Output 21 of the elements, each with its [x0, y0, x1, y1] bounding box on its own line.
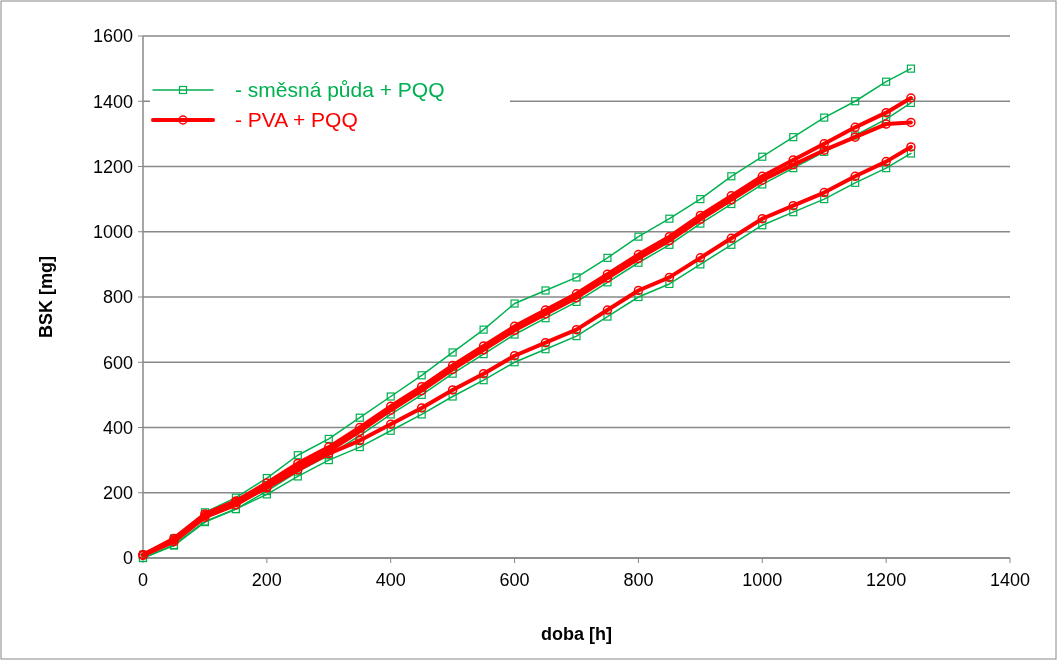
- y-tick-label: 1200: [92, 156, 133, 177]
- y-tick-label: 600: [102, 352, 133, 373]
- y-tick-label: 1600: [92, 26, 133, 47]
- x-tick-label: 1000: [742, 570, 783, 590]
- y-axis-title: BSK [mg]: [36, 256, 56, 338]
- x-tick-label: 1400: [989, 570, 1031, 590]
- x-tick-label: 600: [499, 570, 530, 590]
- x-tick-label: 400: [375, 570, 406, 590]
- y-tick-label: 0: [122, 548, 133, 569]
- x-tick-label: 1200: [866, 570, 907, 590]
- x-tick-label: 200: [251, 570, 282, 590]
- x-axis-title: doba [h]: [541, 624, 612, 644]
- y-tick-label: 400: [102, 417, 133, 438]
- y-tick-label: 1400: [92, 91, 133, 112]
- legend-label: - směsná půda + PQQ: [235, 78, 445, 102]
- x-tick-label: 0: [137, 570, 149, 590]
- legend-label: - PVA + PQQ: [235, 108, 358, 132]
- y-tick-label: 200: [102, 483, 133, 504]
- x-tick-label: 800: [623, 570, 654, 590]
- y-tick-label: 1000: [92, 222, 133, 243]
- y-tick-label: 800: [102, 287, 133, 308]
